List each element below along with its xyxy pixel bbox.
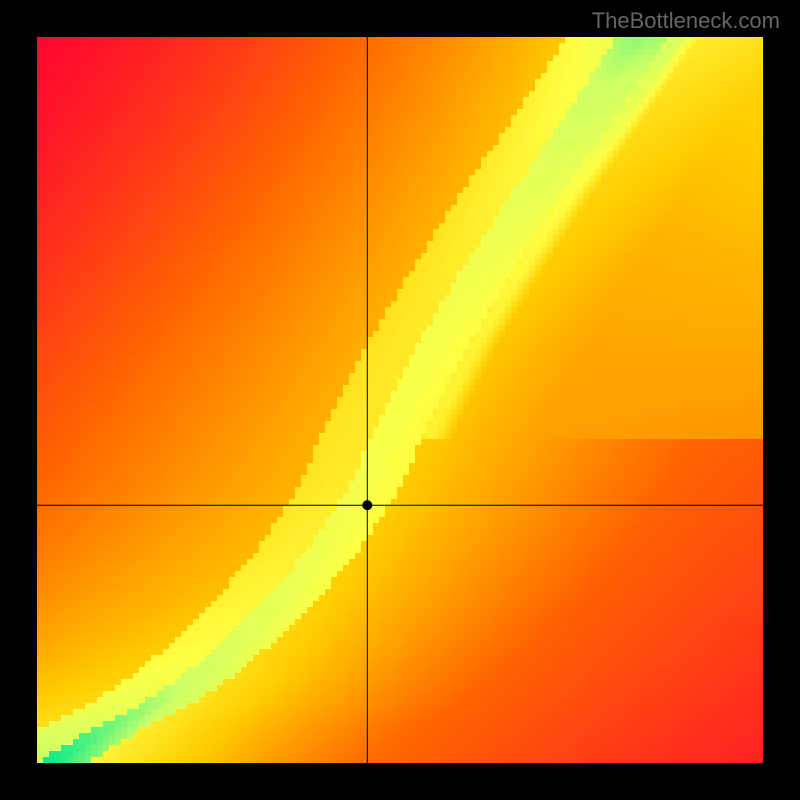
heatmap-canvas: [37, 37, 763, 763]
watermark-text: TheBottleneck.com: [592, 8, 780, 34]
heatmap-plot: [37, 37, 763, 763]
